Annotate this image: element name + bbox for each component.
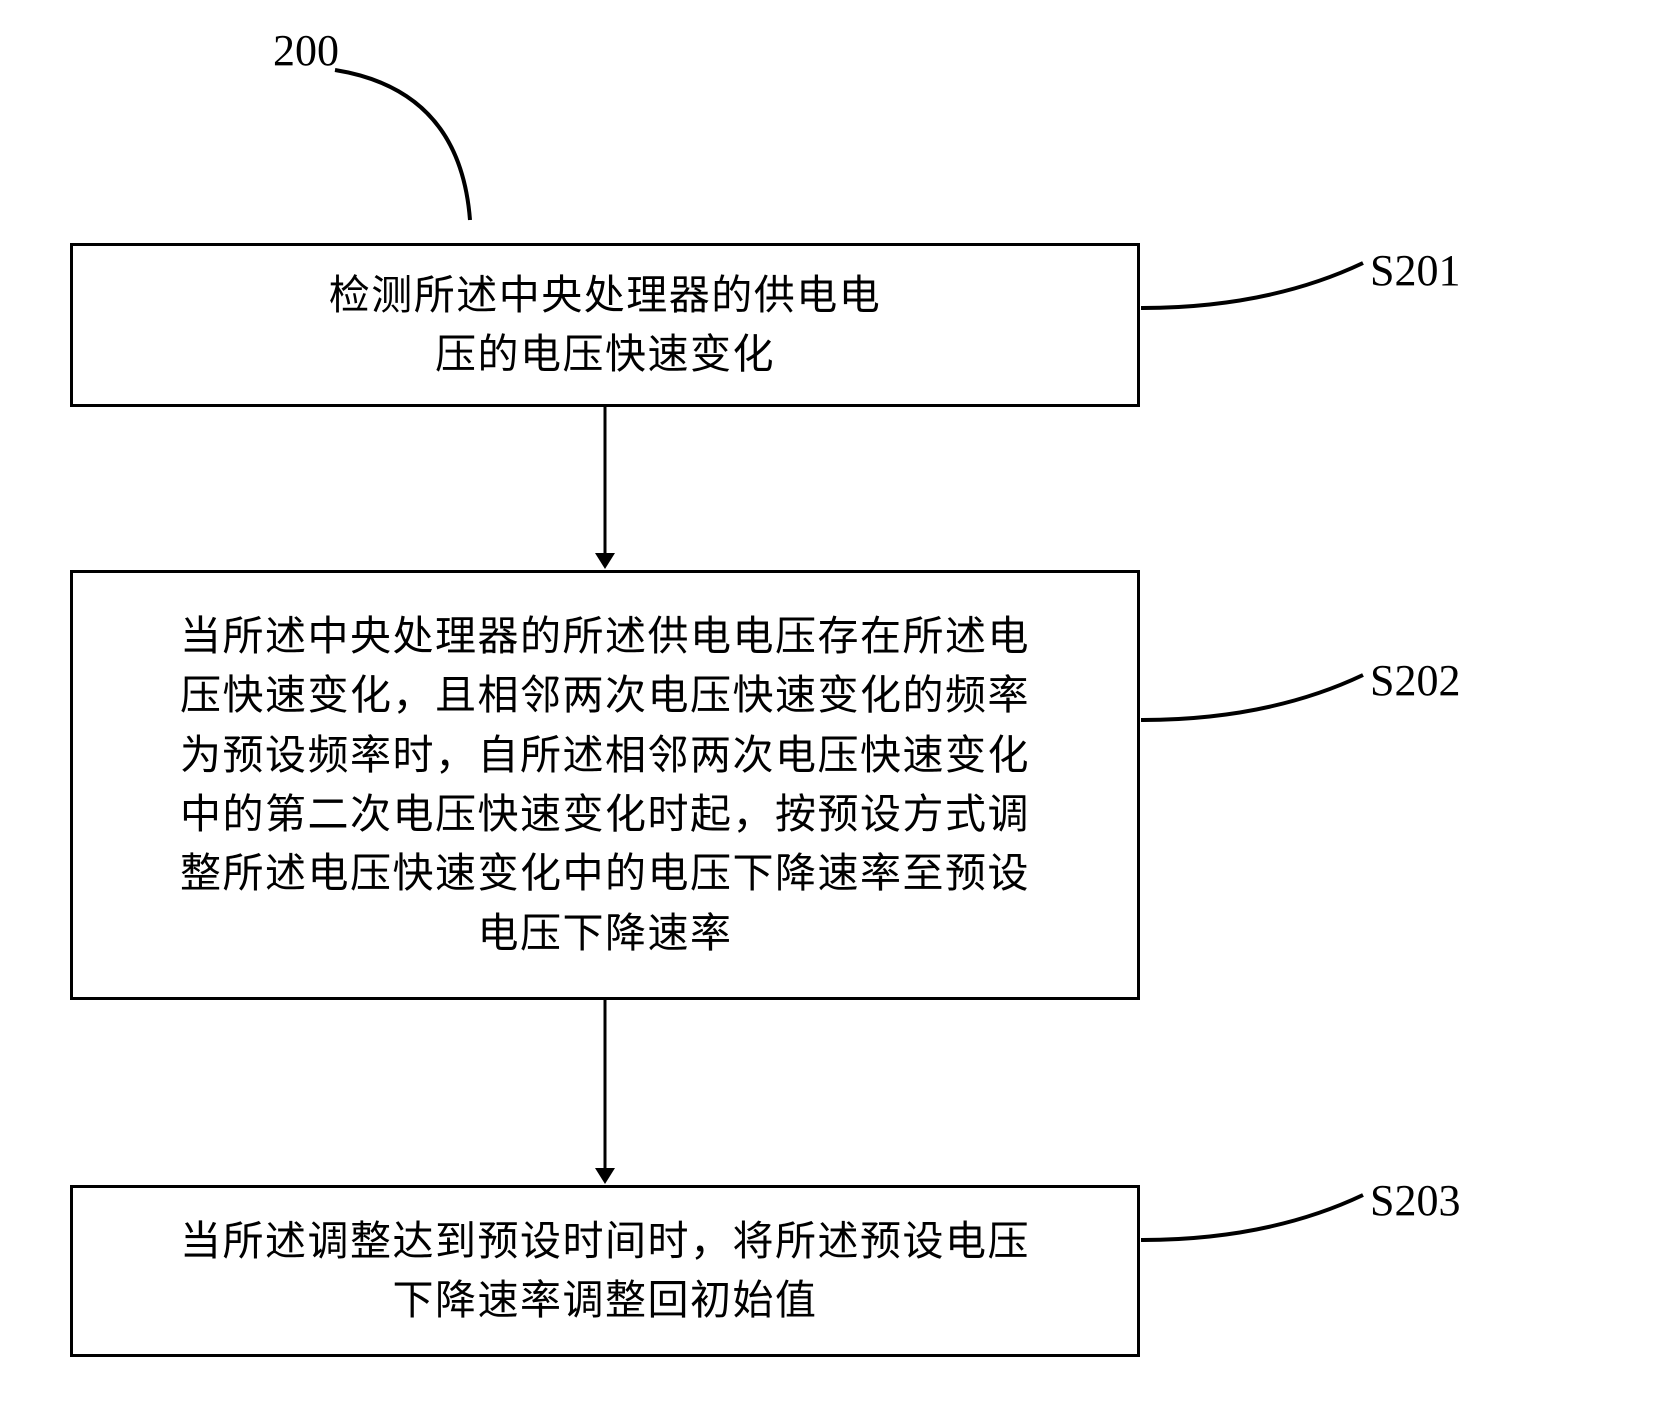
arrow-2 (593, 1000, 617, 1185)
figure-arc-path (335, 70, 470, 220)
figure-arc (300, 55, 520, 230)
arrow-1 (593, 407, 617, 570)
connector-s201 (1138, 258, 1373, 313)
step-label-s202: S202 (1370, 655, 1460, 706)
connector-s203 (1138, 1190, 1373, 1245)
flow-text-s202: 当所述中央处理器的所述供电电压存在所述电 压快速变化，且相邻两次电压快速变化的频… (180, 607, 1030, 964)
flow-box-s201: 检测所述中央处理器的供电电 压的电压快速变化 (70, 243, 1140, 407)
arrow-2-head (595, 1168, 615, 1184)
step-label-s203: S203 (1370, 1175, 1460, 1226)
arrow-1-head (595, 553, 615, 569)
flow-box-s203: 当所述调整达到预设时间时，将所述预设电压 下降速率调整回初始值 (70, 1185, 1140, 1357)
connector-s202 (1138, 670, 1373, 725)
connector-s202-path (1141, 675, 1363, 720)
connector-s201-path (1141, 263, 1363, 308)
connector-s203-path (1141, 1195, 1363, 1240)
step-label-s201: S201 (1370, 245, 1460, 296)
flow-text-s203: 当所述调整达到预设时间时，将所述预设电压 下降速率调整回初始值 (180, 1212, 1030, 1331)
flow-text-s201: 检测所述中央处理器的供电电 压的电压快速变化 (329, 266, 882, 385)
flow-box-s202: 当所述中央处理器的所述供电电压存在所述电 压快速变化，且相邻两次电压快速变化的频… (70, 570, 1140, 1000)
